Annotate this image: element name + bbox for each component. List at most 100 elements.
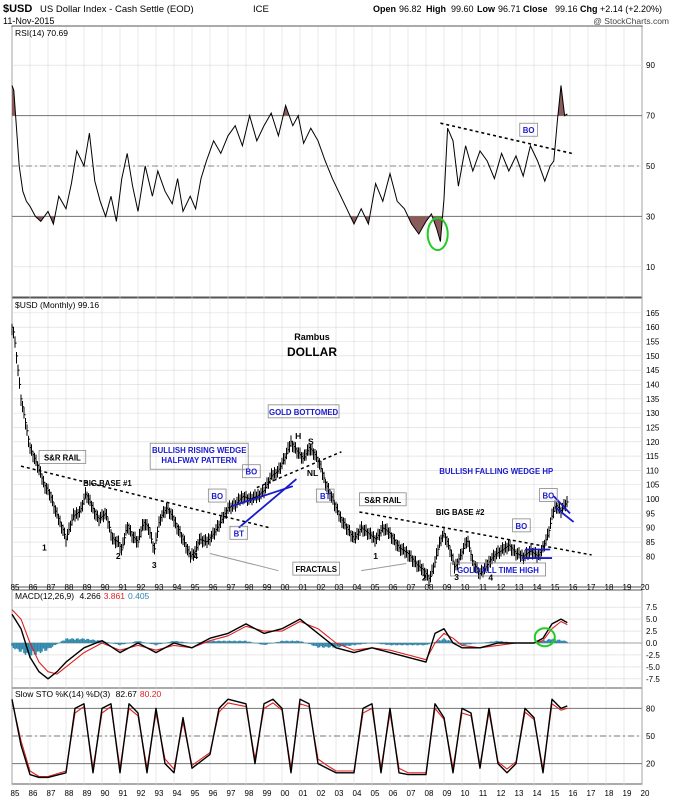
macd-histogram-bar <box>279 641 282 643</box>
x-tick-label-bottom: 03 <box>335 789 344 798</box>
macd-histogram-bar <box>45 643 48 651</box>
macd-histogram-bar <box>413 643 415 646</box>
x-tick-label-bottom: 90 <box>101 789 110 798</box>
fractals-pointer <box>361 563 407 572</box>
macd-histogram-bar <box>147 643 150 644</box>
macd-histogram-bar <box>222 640 225 643</box>
macd-histogram-bar <box>368 643 370 644</box>
macd-histogram-bar <box>302 641 304 643</box>
macd-histogram-bar <box>549 639 552 643</box>
x-tick-label-price: 11 <box>479 583 488 592</box>
macd-histogram-bar <box>68 639 70 643</box>
macd-histogram-bar <box>263 643 265 645</box>
rsi-y-tick-label: 50 <box>646 162 655 171</box>
macd-histogram-bar <box>437 640 439 643</box>
high-value: 99.60 <box>451 4 474 14</box>
macd-histogram-bar <box>81 638 84 643</box>
x-tick-label-price: 94 <box>173 583 182 592</box>
macd-histogram-bar <box>207 640 210 643</box>
macd-histogram-bar <box>497 641 499 643</box>
macd-histogram-bar <box>92 639 94 643</box>
macd-histogram-bar <box>24 643 27 655</box>
macd-histogram-bar <box>561 640 564 643</box>
macd-histogram-bar <box>369 643 372 644</box>
macd-histogram-bar <box>465 643 468 645</box>
price-y-tick-label: 130 <box>646 409 660 418</box>
macd-histogram-bar <box>396 643 399 646</box>
price-annotation: 3 <box>152 560 157 570</box>
macd-histogram-bar <box>209 641 211 643</box>
macd-plot <box>11 609 642 680</box>
macd-histogram-bar <box>414 643 417 645</box>
price-y-tick-label: 155 <box>646 338 660 347</box>
macd-title-text: MACD(12,26,9) <box>15 591 74 601</box>
price-y-tick-label: 95 <box>646 509 655 518</box>
macd-histogram-bar <box>281 640 283 643</box>
x-tick-label-price: 00 <box>281 583 290 592</box>
macd-histogram-bar <box>320 643 322 646</box>
price-annotation-box <box>242 464 261 479</box>
price-annotation: 2 <box>116 551 121 561</box>
x-tick-label-price: 92 <box>137 583 146 592</box>
macd-histogram-bar <box>309 643 312 645</box>
x-tick-label-price: 96 <box>209 583 218 592</box>
x-tick-label-bottom: 02 <box>317 789 326 798</box>
macd-histogram-bar <box>300 641 303 643</box>
macd-histogram-bar <box>182 641 184 643</box>
price-dashed-trendline <box>20 465 270 529</box>
header-name: US Dollar Index - Cash Settle (EOD) <box>40 4 194 15</box>
macd-histogram-bar <box>287 640 289 643</box>
macd-histogram-bar <box>426 643 429 645</box>
x-tick-label-bottom: 10 <box>461 789 470 798</box>
rambus-heading: Rambus <box>294 332 330 342</box>
price-annotation-box <box>512 518 531 533</box>
x-tick-label-price: 02 <box>317 583 326 592</box>
macd-histogram-bar <box>419 643 421 645</box>
macd-histogram-bar <box>117 643 120 645</box>
macd-y-tick-label: 0.0 <box>646 639 658 648</box>
macd-histogram-bar <box>558 639 561 643</box>
macd-histogram-bar <box>108 642 111 644</box>
macd-histogram-bar <box>291 640 294 643</box>
macd-histogram-bar <box>114 643 117 645</box>
macd-histogram-bar <box>389 643 391 645</box>
macd-histogram-bar <box>135 641 138 643</box>
macd-histogram-bar <box>393 643 396 645</box>
x-tick-label-bottom: 18 <box>605 789 614 798</box>
price-wedge-line <box>555 506 575 523</box>
macd-histogram-bar <box>423 643 426 646</box>
chg-label: Chg <box>580 4 598 14</box>
macd-histogram-bar <box>192 642 195 644</box>
macd-histogram-bar <box>54 643 57 646</box>
price-plot <box>11 323 592 586</box>
macd-histogram-bar <box>278 642 280 643</box>
macd-histogram-bar <box>321 643 324 648</box>
macd-histogram-bar <box>270 643 273 644</box>
macd-histogram-bar <box>297 640 300 643</box>
price-annotation: 4 <box>193 551 198 561</box>
macd-histogram-bar <box>170 641 172 643</box>
price-annotation-box <box>38 449 87 464</box>
macd-histogram-bar <box>479 643 481 644</box>
macd-histogram-bar <box>326 643 328 647</box>
macd-histogram-bar <box>387 643 390 645</box>
macd-histogram-bar <box>348 643 351 646</box>
macd-readout-histogram: 0.405 <box>128 591 150 601</box>
macd-histogram-bar <box>180 641 183 643</box>
price-annotation: BIG BASE #1 <box>83 479 132 488</box>
macd-histogram-bar <box>32 643 34 652</box>
macd-histogram-bar <box>14 643 16 650</box>
macd-histogram-bar <box>285 640 288 643</box>
macd-histogram-bar <box>47 643 49 649</box>
macd-histogram-bar <box>464 643 466 645</box>
sto-y-tick-label: 50 <box>646 732 655 741</box>
macd-histogram-bar <box>93 640 96 643</box>
macd-histogram-bar <box>242 641 244 643</box>
macd-y-tick-label: -5.0 <box>646 663 660 672</box>
x-tick-label-price: 98 <box>245 583 254 592</box>
macd-histogram-bar <box>198 642 201 643</box>
macd-histogram-bar <box>231 641 234 643</box>
macd-histogram-bar <box>305 643 307 644</box>
macd-histogram-bar <box>212 640 214 643</box>
macd-histogram-bar <box>563 640 565 643</box>
